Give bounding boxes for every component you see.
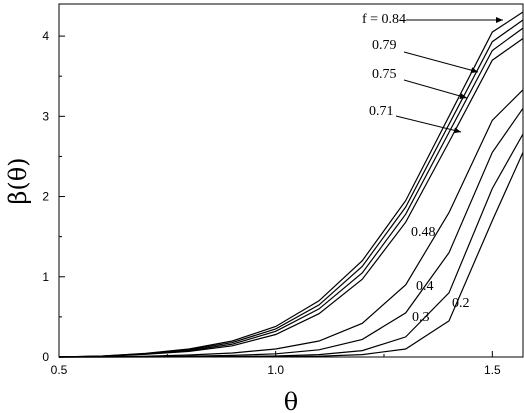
y-tick-label: 0 [42, 350, 49, 364]
curve-label: 0.48 [411, 225, 436, 240]
series-line [59, 152, 524, 358]
curve-label: 0.75 [372, 67, 397, 82]
curve-label: f = 0.84 [362, 12, 406, 27]
curve-label-arrow [403, 79, 468, 99]
series-line [58, 107, 524, 358]
curve-label-arrow [395, 115, 462, 134]
y-axis-title: β(θ) [4, 157, 32, 204]
x-tick-label: 1.5 [484, 363, 501, 377]
x-tick-label: 1.0 [267, 363, 284, 377]
curve-label: 0.3 [412, 310, 430, 325]
curve-label: 0.4 [416, 279, 434, 294]
y-tick-label: 3 [42, 109, 49, 123]
x-axis-title: θ [284, 388, 298, 413]
x-axis: 0.5 1.0 1.5 [51, 351, 501, 377]
curve-label: 0.2 [452, 296, 470, 311]
curve-label: 0.71 [369, 104, 394, 119]
curve-label-arrow [403, 51, 479, 74]
y-tick-label: 2 [42, 190, 49, 204]
y-tick-label: 4 [42, 29, 49, 43]
y-tick-label: 1 [42, 270, 49, 284]
annotations: f = 0.84 0.79 0.75 0.71 0.48 0.4 0.3 0.2 [362, 12, 503, 325]
x-tick-label: 0.5 [51, 363, 68, 377]
y-axis: 0 1 2 3 4 [42, 29, 65, 364]
curve-label: 0.79 [372, 38, 397, 53]
